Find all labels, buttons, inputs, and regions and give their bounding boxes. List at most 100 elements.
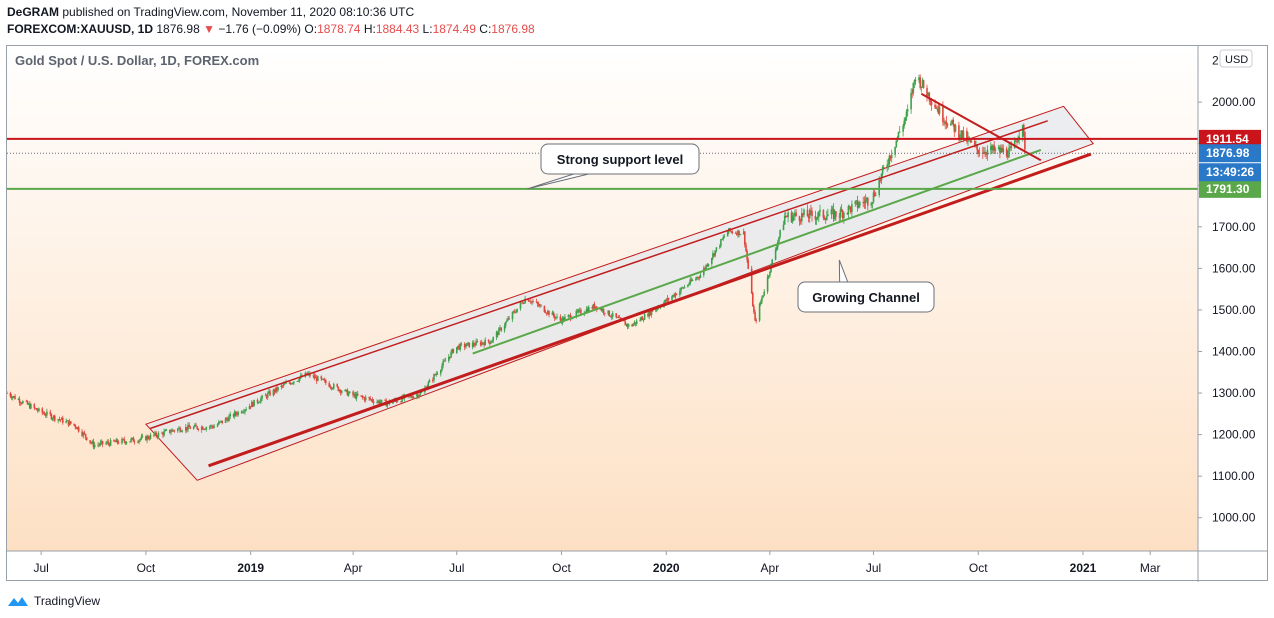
candle-body — [834, 211, 836, 219]
candle-body — [89, 440, 91, 443]
candle-body — [205, 427, 208, 430]
candle-body — [465, 346, 467, 348]
support-price-badge-text: 1791.30 — [1206, 182, 1250, 196]
candle — [66, 419, 69, 422]
candle — [52, 414, 55, 422]
candle-body — [648, 310, 650, 317]
candle-body — [608, 310, 611, 316]
candle — [417, 393, 419, 399]
candle-body — [139, 439, 141, 441]
candle-body — [790, 212, 793, 222]
candle-body — [1000, 147, 1002, 153]
candle — [59, 419, 62, 423]
candle-body — [881, 167, 884, 174]
candle-body — [43, 413, 46, 416]
candle — [188, 422, 190, 428]
candle — [180, 429, 182, 433]
candle — [1000, 144, 1002, 154]
candle — [855, 200, 858, 205]
currency-badge: USD — [1219, 49, 1253, 68]
candle-body — [889, 155, 892, 159]
candle — [448, 353, 450, 363]
candle — [434, 373, 436, 376]
candle — [484, 337, 486, 346]
candle — [268, 388, 270, 394]
candle — [442, 359, 444, 369]
candle — [18, 396, 21, 406]
candle-body — [284, 383, 286, 385]
candle-body — [257, 402, 260, 404]
candle-body — [632, 324, 634, 327]
candle-body — [966, 130, 968, 142]
currency-label: USD — [1225, 54, 1248, 66]
candle — [846, 212, 849, 216]
candle-body — [775, 247, 778, 250]
candle-body — [456, 347, 458, 353]
candle — [97, 441, 99, 448]
candle-body — [624, 321, 627, 326]
open-label: O: — [304, 22, 318, 36]
candle — [347, 391, 350, 397]
candle-body — [563, 317, 565, 321]
candle — [753, 304, 755, 315]
candle-body — [418, 395, 420, 397]
candle-body — [750, 268, 753, 293]
candle — [745, 242, 747, 253]
candle — [611, 311, 614, 320]
candle — [632, 323, 634, 327]
candle-body — [26, 401, 29, 405]
candle-body — [977, 149, 979, 154]
candle-body — [338, 389, 341, 391]
candle — [843, 211, 845, 224]
candle-body — [14, 396, 16, 400]
candle — [1005, 146, 1008, 159]
candle — [1002, 144, 1005, 155]
candle — [76, 426, 79, 431]
candle-body — [123, 439, 126, 442]
candle — [226, 416, 228, 421]
candle-body — [66, 420, 69, 422]
candle-body — [905, 111, 908, 118]
candle-body — [51, 418, 54, 420]
open-value: 1878.74 — [317, 22, 361, 36]
publish-info: DeGRAM published on TradingView.com, Nov… — [7, 5, 414, 19]
candle — [460, 342, 463, 347]
candle — [116, 438, 119, 445]
candle — [364, 394, 367, 403]
candle — [1018, 131, 1020, 145]
candle-body — [248, 406, 251, 409]
candle — [433, 373, 435, 383]
candle-body — [855, 200, 858, 202]
candle-body — [290, 383, 293, 385]
candle — [156, 434, 159, 440]
candle — [568, 314, 571, 318]
candle — [886, 159, 888, 172]
candle — [60, 417, 63, 420]
candle — [196, 426, 198, 430]
candle — [698, 275, 701, 281]
candle — [905, 109, 908, 121]
candle-body — [747, 259, 749, 269]
candle-body — [664, 299, 666, 303]
candle-body — [904, 117, 907, 121]
candle — [992, 144, 994, 154]
candle-body — [81, 431, 83, 436]
candle-body — [124, 441, 127, 444]
channel-callout-box — [797, 281, 935, 313]
candle — [312, 372, 315, 379]
candle — [481, 339, 483, 347]
candle-body — [937, 108, 940, 114]
candle — [504, 321, 507, 328]
candle-body — [202, 426, 204, 430]
candle-body — [649, 310, 652, 315]
candle-body — [873, 192, 876, 196]
candle-body — [588, 307, 590, 312]
candle-body — [305, 372, 308, 375]
candle — [93, 442, 96, 450]
candle-body — [953, 124, 956, 132]
footer-brand[interactable]: TradingView — [34, 594, 101, 608]
candle — [141, 433, 144, 438]
candle — [490, 339, 492, 345]
candle — [697, 276, 699, 281]
